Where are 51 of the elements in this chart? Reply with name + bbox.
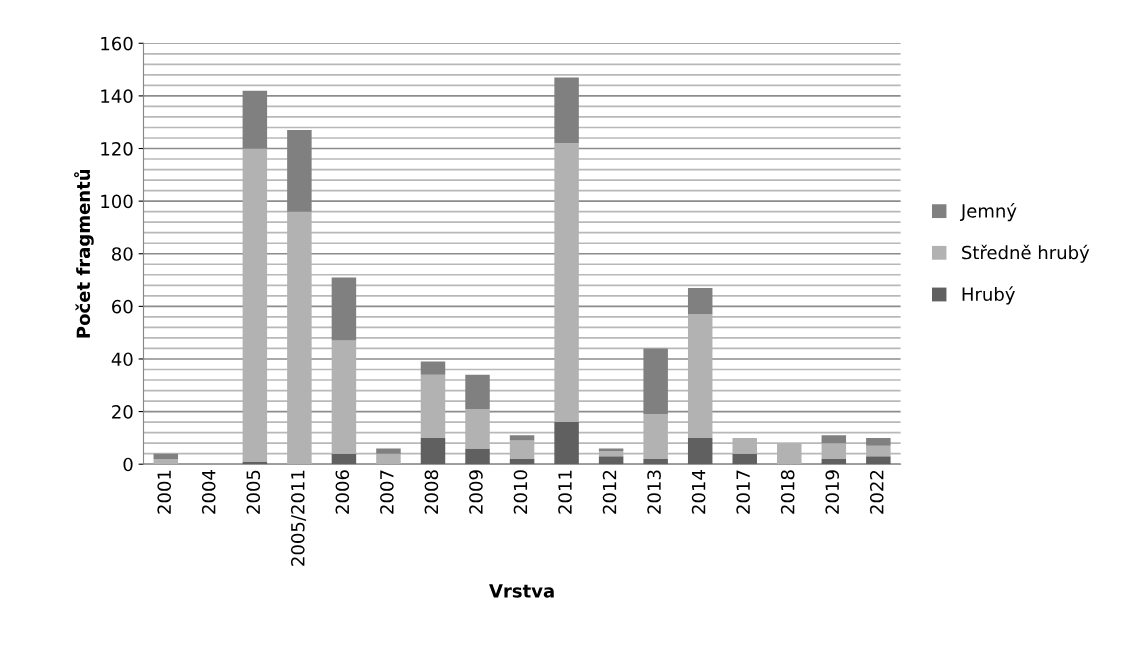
x-tick-label: 2008 xyxy=(424,470,439,514)
bar xyxy=(821,435,847,444)
bar xyxy=(153,458,179,465)
legend-label: Jemný xyxy=(959,202,1017,222)
bar xyxy=(598,456,624,465)
y-tick-label: 140 xyxy=(101,89,133,104)
bar xyxy=(153,453,179,459)
bar xyxy=(687,437,713,465)
x-tick-label: 2007 xyxy=(380,470,394,514)
y-axis-title: Počet fragmentů xyxy=(74,169,94,338)
bar xyxy=(376,448,401,454)
bar xyxy=(509,458,535,465)
bar xyxy=(465,448,490,465)
y-tick-label: 80 xyxy=(112,247,133,261)
bar xyxy=(821,458,847,465)
x-tick-label: 2005/2011 xyxy=(290,470,307,566)
y-tick-label: 0 xyxy=(123,457,133,472)
x-tick-label: 2019 xyxy=(825,470,840,514)
y-tick-label: 60 xyxy=(112,299,133,314)
legend-label: Středně hrubý xyxy=(962,244,1090,263)
x-tick-label: 2009 xyxy=(469,470,483,514)
x-tick-label: 2018 xyxy=(780,470,795,514)
x-tick-label: 2022 xyxy=(869,470,884,514)
bar xyxy=(465,374,490,409)
y-tick-label: 20 xyxy=(112,405,133,419)
bar xyxy=(732,453,757,465)
y-tick-label: 120 xyxy=(101,141,133,156)
x-tick-label: 2005 xyxy=(246,470,261,514)
x-tick-label: 2004 xyxy=(201,470,216,514)
y-tick-label: 160 xyxy=(101,36,133,51)
bar xyxy=(420,361,446,375)
legend-label: Hrubý xyxy=(962,286,1015,305)
y-tick-label: 40 xyxy=(111,352,133,367)
bar xyxy=(643,458,668,465)
x-tick-label: 2010 xyxy=(513,470,528,514)
bar xyxy=(331,453,357,465)
bar xyxy=(598,448,624,452)
bar xyxy=(866,437,891,446)
bar xyxy=(420,437,446,465)
x-tick-label: 2011 xyxy=(558,470,572,514)
bar xyxy=(509,435,535,441)
x-tick-label: 2013 xyxy=(647,470,661,514)
x-tick-label: 2014 xyxy=(691,470,706,514)
x-tick-label: 2006 xyxy=(335,470,350,514)
x-tick-label: 2012 xyxy=(602,470,617,514)
bar xyxy=(554,422,579,465)
x-tick-label: 2001 xyxy=(157,470,172,514)
bar xyxy=(866,456,891,465)
x-tick-label: 2017 xyxy=(736,470,750,514)
y-tick-label: 100 xyxy=(101,194,133,209)
x-axis-title: Vrstva xyxy=(489,584,554,598)
